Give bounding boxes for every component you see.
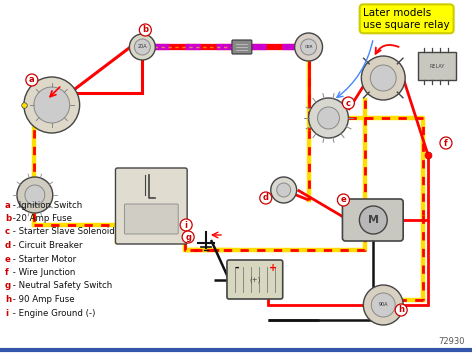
Text: - Neutral Safety Switch: - Neutral Safety Switch bbox=[10, 282, 112, 290]
Text: (+): (+) bbox=[249, 276, 261, 283]
Text: Later models
use square relay: Later models use square relay bbox=[364, 8, 450, 29]
Text: c: c bbox=[346, 98, 351, 108]
FancyBboxPatch shape bbox=[125, 204, 178, 234]
Text: d: d bbox=[5, 241, 11, 250]
Circle shape bbox=[271, 177, 297, 203]
Circle shape bbox=[135, 39, 150, 55]
Circle shape bbox=[301, 39, 317, 55]
Text: b: b bbox=[5, 214, 11, 223]
Text: M: M bbox=[368, 215, 379, 225]
FancyBboxPatch shape bbox=[227, 260, 283, 299]
Circle shape bbox=[359, 206, 387, 234]
Text: - Starter Motor: - Starter Motor bbox=[10, 255, 76, 263]
Circle shape bbox=[129, 34, 155, 60]
Text: - Circuit Breaker: - Circuit Breaker bbox=[10, 241, 82, 250]
Text: d: d bbox=[263, 193, 269, 202]
Text: h: h bbox=[5, 295, 11, 304]
Text: i: i bbox=[5, 308, 8, 317]
Text: f: f bbox=[444, 138, 448, 147]
FancyBboxPatch shape bbox=[116, 168, 187, 244]
Text: 90A: 90A bbox=[379, 302, 388, 307]
Text: i: i bbox=[185, 220, 188, 229]
Text: e: e bbox=[5, 255, 11, 263]
Text: - Starter Slave Solenoid: - Starter Slave Solenoid bbox=[10, 228, 115, 236]
Circle shape bbox=[371, 293, 395, 317]
FancyBboxPatch shape bbox=[418, 52, 456, 80]
Circle shape bbox=[361, 56, 405, 100]
Circle shape bbox=[370, 65, 396, 91]
Circle shape bbox=[25, 185, 45, 205]
Text: g: g bbox=[185, 233, 191, 241]
Circle shape bbox=[34, 87, 70, 123]
Text: g: g bbox=[5, 282, 11, 290]
Circle shape bbox=[309, 98, 348, 138]
Text: 72930: 72930 bbox=[438, 338, 465, 346]
Text: - 90 Amp Fuse: - 90 Amp Fuse bbox=[10, 295, 74, 304]
Circle shape bbox=[364, 285, 403, 325]
Text: f: f bbox=[5, 268, 9, 277]
Text: RELAY: RELAY bbox=[429, 64, 445, 69]
Text: b: b bbox=[142, 26, 148, 34]
Text: e: e bbox=[340, 196, 346, 204]
Text: - Ignition Switch: - Ignition Switch bbox=[10, 201, 82, 209]
Text: CBR: CBR bbox=[304, 45, 313, 49]
Text: 20A: 20A bbox=[137, 44, 147, 49]
Text: a: a bbox=[5, 201, 11, 209]
Text: - Wire Junction: - Wire Junction bbox=[10, 268, 75, 277]
FancyBboxPatch shape bbox=[232, 40, 252, 54]
Text: -: - bbox=[235, 263, 239, 273]
Text: c: c bbox=[5, 228, 10, 236]
Circle shape bbox=[295, 33, 322, 61]
Circle shape bbox=[24, 77, 80, 133]
FancyBboxPatch shape bbox=[342, 199, 403, 241]
Text: +: + bbox=[269, 263, 277, 273]
Text: h: h bbox=[398, 306, 404, 315]
Text: a: a bbox=[29, 76, 35, 84]
Circle shape bbox=[318, 107, 339, 129]
Text: - Engine Ground (-): - Engine Ground (-) bbox=[10, 308, 95, 317]
Circle shape bbox=[17, 177, 53, 213]
Text: -20 Amp Fuse: -20 Amp Fuse bbox=[10, 214, 72, 223]
Circle shape bbox=[277, 183, 291, 197]
